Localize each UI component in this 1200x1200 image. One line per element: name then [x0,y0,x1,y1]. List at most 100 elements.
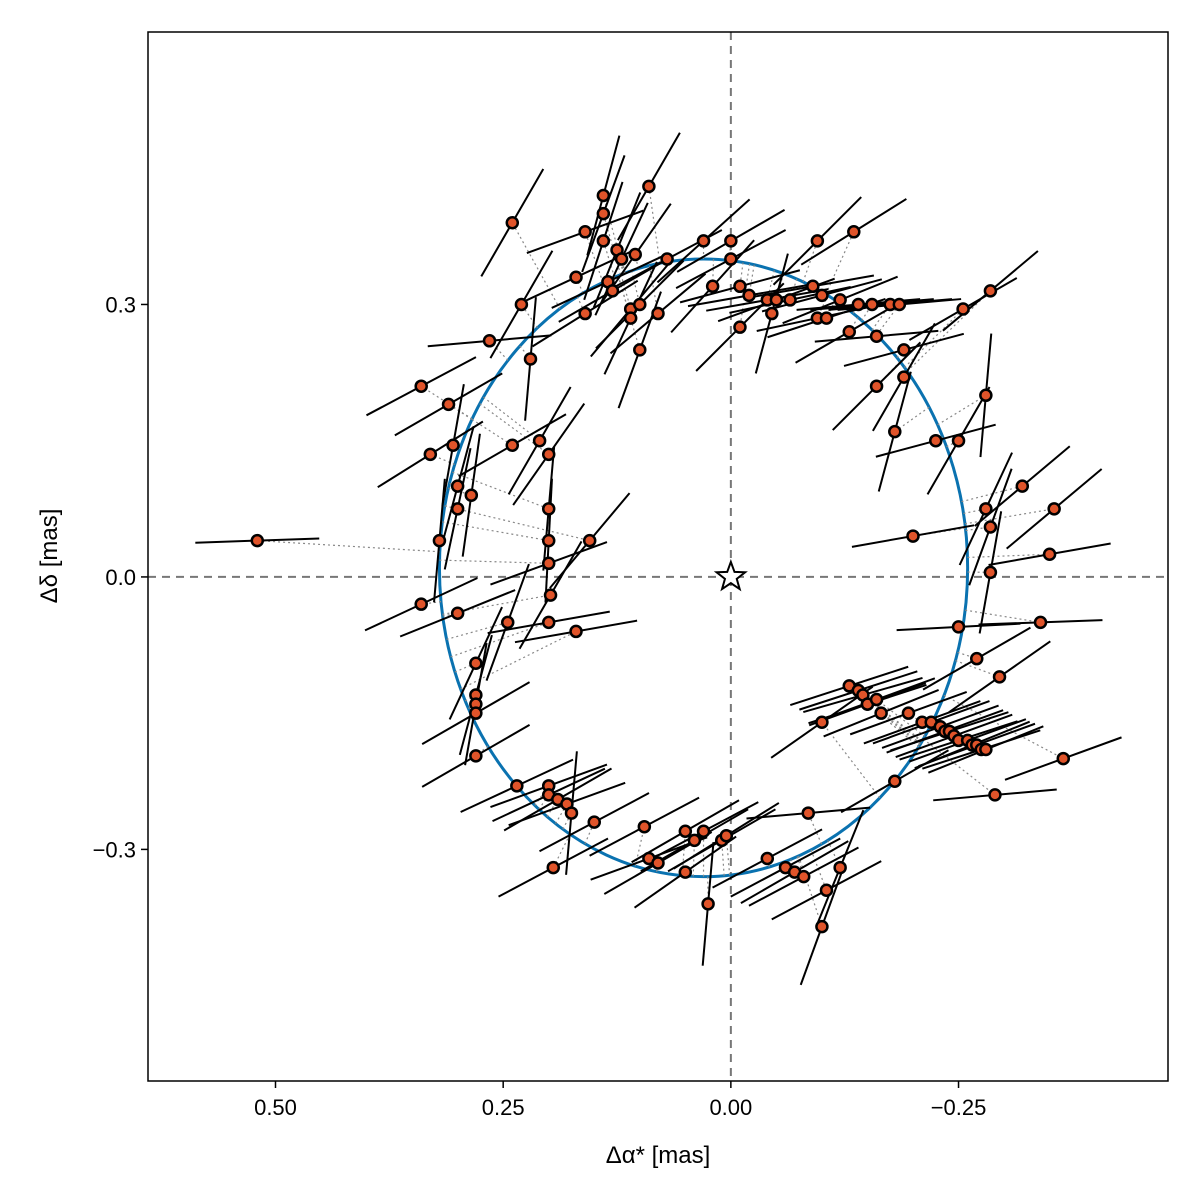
data-point-112 [901,706,916,720]
data-point-107 [888,424,902,439]
data-point-3 [414,597,428,611]
data-point-44 [596,234,611,248]
data-point-15 [469,749,483,763]
star-marker [713,559,748,592]
data-point-73 [742,288,756,303]
data-point-101 [865,297,879,312]
x-tick-label-0: 0.50 [254,1095,297,1120]
data-point-57 [651,306,665,321]
data-point-21 [514,297,529,312]
data-point-8 [450,502,465,516]
residual-line-42 [602,195,625,274]
data-point-16 [482,334,497,348]
residual-line-33 [555,803,568,824]
plot-frame [147,31,1169,1082]
residual-line-82 [807,812,823,845]
data-point-134 [983,565,998,580]
data-point-46 [605,284,620,298]
data-point-0 [250,533,265,548]
data-point-28 [543,588,558,602]
data-point-51 [628,247,642,262]
data-point-75 [760,851,775,866]
data-point-137 [992,670,1007,684]
data-point-138 [1015,479,1030,493]
data-point-17 [505,215,520,230]
data-point-127 [970,651,984,666]
data-point-9 [450,606,465,621]
residual-line-67 [721,840,725,876]
data-point-83 [806,279,820,294]
data-point-35 [546,860,561,875]
data-point-64 [696,824,711,838]
data-point-133 [983,520,998,534]
data-point-61 [678,865,693,879]
data-point-124 [956,302,970,316]
data-point-58 [651,856,665,870]
data-point-50 [623,311,638,325]
data-point-109 [892,297,907,312]
data-point-59 [660,252,674,266]
data-point-27 [541,556,556,571]
data-point-4 [432,533,447,548]
residual-line-68 [725,835,731,876]
residual-line-96 [857,689,923,742]
residual-line-41 [584,821,595,845]
data-point-24 [541,447,556,462]
residual-line-135 [906,290,991,372]
residual-line-17 [511,222,561,309]
x-tick-label-2: 0.00 [709,1095,752,1120]
residual-line-105 [880,712,921,746]
residual-line-58 [656,862,659,872]
data-point-66 [705,279,720,294]
data-point-43 [596,206,611,221]
data-point-139 [1033,615,1048,630]
data-point-121 [951,433,966,448]
data-point-131 [979,388,993,403]
data-point-40 [582,533,597,548]
data-point-52 [633,343,647,357]
data-point-81 [796,869,811,884]
data-point-110 [897,343,911,357]
y-tick-label-1: 0.0 [105,565,136,590]
data-point-14 [469,706,483,720]
data-point-29 [541,615,556,630]
x-tick-label-3: −0.25 [931,1095,987,1120]
data-point-60 [678,824,693,838]
residual-line-102 [876,699,926,737]
residual-line-87 [810,849,828,891]
residual-line-0 [257,540,440,553]
residual-line-13 [468,703,477,710]
data-point-79 [783,293,797,307]
data-point-72 [733,320,747,334]
data-point-25 [541,502,556,516]
data-point-18 [500,615,515,630]
residual-line-23 [483,396,540,442]
data-point-6 [446,438,460,452]
residual-line-84 [802,240,818,283]
data-point-41 [587,815,601,829]
residual-line-49 [620,274,632,310]
data-point-5 [441,397,456,412]
data-point-42 [596,188,611,203]
data-point-111 [897,370,911,384]
plot-area [148,32,1168,1081]
residual-line-7 [449,482,458,487]
residual-line-124 [904,308,964,368]
data-point-1 [414,379,428,393]
data-point-76 [765,306,779,321]
data-point-2 [423,447,438,462]
data-point-105 [874,706,888,720]
data-point-70 [724,252,738,266]
axis-ticks: 0.50 0.25 0.00 −0.25 0.3 0.0 −0.3 [93,292,987,1120]
x-axis-label: Δα* [mas] [606,1142,711,1169]
data-point-135 [983,284,998,298]
data-point-136 [988,788,1002,802]
residual-line-25 [452,471,549,510]
data-point-23 [532,433,547,448]
data-point-108 [888,774,902,789]
data-point-132 [979,742,993,757]
data-point-142 [1056,751,1071,766]
data-point-36 [569,624,583,639]
data-point-65 [701,897,715,911]
